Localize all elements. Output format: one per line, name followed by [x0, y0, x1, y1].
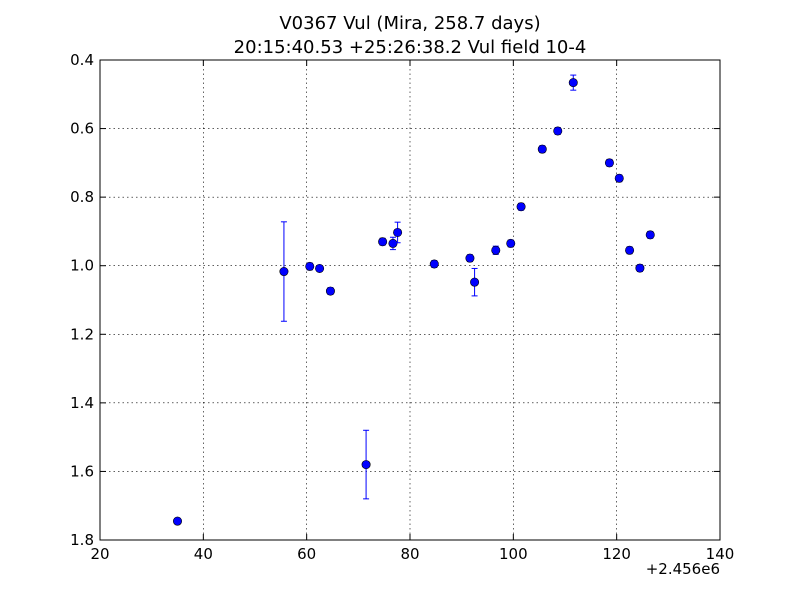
grid-lines [100, 60, 720, 540]
y-tick-label: 1.8 [70, 531, 94, 549]
chart-title: V0367 Vul (Mira, 258.7 days) [279, 13, 540, 34]
data-point [553, 126, 563, 136]
data-point [506, 238, 516, 248]
data-point-group [635, 263, 645, 273]
data-point-group [465, 253, 475, 263]
x-tick-label: 40 [194, 545, 213, 563]
x-tick-label: 120 [602, 545, 631, 563]
plot-frame [99, 59, 721, 541]
data-point-group [625, 245, 635, 255]
data-point-group [305, 261, 315, 271]
data-point-group [315, 263, 325, 273]
y-tick-label: 1.4 [70, 394, 94, 412]
data-point-group [378, 237, 388, 247]
data-point [315, 263, 325, 273]
data-point-group [279, 221, 289, 322]
data-point-group [516, 202, 526, 212]
y-tick-label: 0.4 [70, 51, 94, 69]
y-tick-label: 0.8 [70, 188, 94, 206]
data-point [465, 253, 475, 263]
data-point [388, 238, 398, 248]
data-point [279, 267, 289, 277]
x-tick-label: 80 [400, 545, 419, 563]
data-point-group [553, 126, 563, 136]
y-tick-label: 0.6 [70, 120, 94, 138]
data-point [429, 259, 439, 269]
data-point-group [506, 238, 516, 248]
data-point [635, 263, 645, 273]
data-point [568, 78, 578, 88]
y-tick-label: 1.2 [70, 325, 94, 343]
data-point [516, 202, 526, 212]
data-point-group [491, 245, 501, 255]
chart-subtitle: 20:15:40.53 +25:26:38.2 Vul field 10-4 [234, 37, 587, 58]
data-point-group [361, 429, 371, 500]
data-point [491, 245, 501, 255]
data-point [361, 460, 371, 470]
x-offset-label: +2.456e6 [646, 560, 720, 578]
y-tick-label: 1.6 [70, 462, 94, 480]
data-point [325, 286, 335, 296]
data-point [604, 158, 614, 168]
data-point-group [429, 259, 439, 269]
data-point-group [537, 144, 547, 154]
data-point-group [614, 173, 624, 183]
data-point-group [645, 230, 655, 240]
data-point [614, 173, 624, 183]
data-point [173, 516, 183, 526]
data-point-group [173, 516, 183, 526]
data-point-group [568, 74, 578, 91]
x-tick-label: 100 [499, 545, 528, 563]
data-point [645, 230, 655, 240]
x-tick-label: 20 [90, 545, 109, 563]
data-point [305, 261, 315, 271]
x-tick-label: 140 [706, 545, 735, 563]
data-point [625, 245, 635, 255]
data-point [537, 144, 547, 154]
data-point-group [388, 236, 398, 251]
data-point-group [470, 267, 480, 297]
data-point-group [325, 286, 335, 296]
data-point [378, 237, 388, 247]
data-point-group [393, 221, 403, 244]
data-point [393, 227, 403, 237]
data-points [173, 74, 655, 526]
x-tick-label: 60 [297, 545, 316, 563]
tick-labels: 20 40 60 80 100 120 140 0.4 0.6 0.8 1.0 1.2 1.4 1.6 1.… [70, 51, 734, 563]
data-point [470, 277, 480, 287]
y-tick-label: 1.0 [70, 257, 94, 275]
data-point-group [604, 158, 614, 168]
